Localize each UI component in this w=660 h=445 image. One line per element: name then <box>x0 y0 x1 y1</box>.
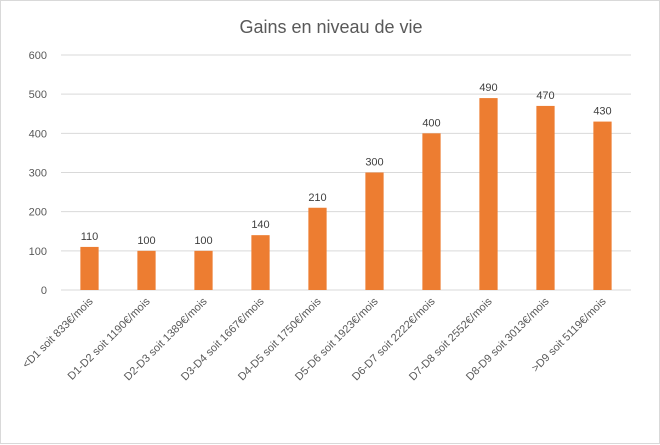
data-label: 140 <box>251 219 269 231</box>
bar <box>365 172 384 290</box>
bar <box>422 133 441 290</box>
bar <box>80 246 99 290</box>
bar <box>593 121 612 290</box>
y-tick-label: 300 <box>29 168 47 180</box>
bar <box>479 98 498 290</box>
gridlines <box>61 54 631 291</box>
chart-title: Gains en niveau de vie <box>239 17 422 37</box>
y-tick-label: 100 <box>29 246 47 258</box>
y-tick-label: 200 <box>29 207 47 219</box>
bar <box>137 250 156 290</box>
data-label: 100 <box>137 235 155 247</box>
bars <box>80 98 612 291</box>
bar <box>194 250 213 290</box>
data-label: 100 <box>194 235 212 247</box>
data-label: 430 <box>593 106 611 118</box>
y-tick-label: 400 <box>29 128 47 140</box>
data-label: 210 <box>308 192 326 204</box>
bar <box>251 235 270 290</box>
data-label: 400 <box>422 117 440 129</box>
data-label: 110 <box>81 231 99 243</box>
data-label: 490 <box>479 82 497 94</box>
y-tick-label: 500 <box>29 89 47 101</box>
data-label: 300 <box>365 157 383 169</box>
y-tick-label: 600 <box>29 50 47 62</box>
bar <box>308 207 327 290</box>
y-axis-ticks: 0 100 200 300 400 500 600 <box>29 50 47 297</box>
bar <box>536 105 555 291</box>
data-label: 470 <box>536 90 554 102</box>
data-labels: 110 100 100 140 210 300 400 490 470 430 <box>81 82 612 247</box>
y-tick-label: 0 <box>41 285 47 297</box>
